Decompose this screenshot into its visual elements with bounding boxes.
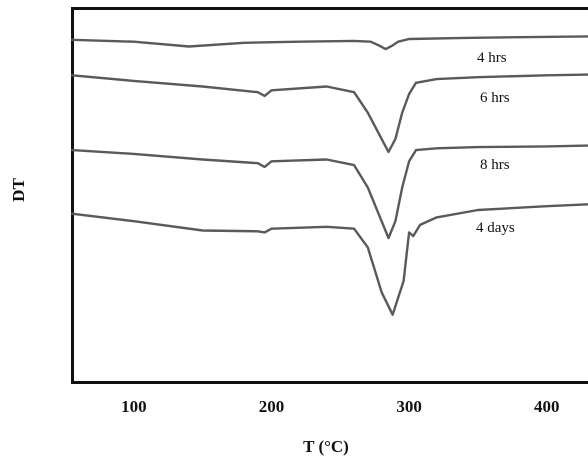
series-label-6-hrs: 6 hrs [480, 90, 510, 106]
series-label-8-hrs: 8 hrs [480, 157, 510, 173]
y-axis-title: DT [9, 178, 28, 202]
series-line-6-hrs [70, 73, 588, 154]
series-line-8-hrs [70, 144, 588, 240]
series-label-4-hrs: 4 hrs [477, 50, 507, 66]
series-line-4-days [70, 203, 588, 316]
x-axis-title: T (°C) [303, 437, 349, 456]
traces-group [70, 35, 588, 316]
plot-frame [71, 7, 588, 384]
series-line-4-hrs [70, 35, 588, 51]
x-tick-label: 200 [259, 397, 285, 416]
x-tick-labels-group: 100 200 300 400 [121, 397, 559, 416]
series-labels-group: 4 hrs 6 hrs 8 hrs 4 days [476, 50, 515, 236]
x-tick-label: 400 [534, 397, 560, 416]
series-label-4-days: 4 days [476, 220, 515, 236]
x-tick-label: 100 [121, 397, 147, 416]
x-tick-label: 300 [396, 397, 422, 416]
